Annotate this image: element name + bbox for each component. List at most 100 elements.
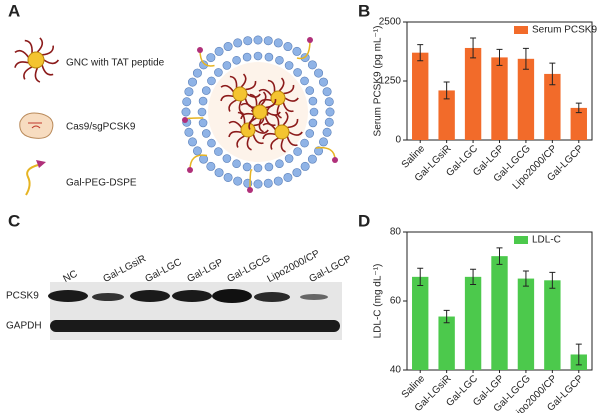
bar	[491, 256, 508, 370]
gal-ligand	[332, 157, 338, 163]
tat-peptide	[280, 138, 286, 153]
lipid-head	[201, 86, 211, 95]
tat-peptide	[267, 79, 276, 92]
tat-peptide	[282, 111, 289, 126]
tat-peptide	[36, 37, 44, 53]
tat-peptide	[258, 118, 264, 133]
lipid-head	[324, 117, 334, 127]
error-bar	[417, 44, 424, 62]
lipid-head	[214, 147, 223, 156]
lipid-head	[318, 137, 328, 147]
y-tick-label: 40	[390, 365, 402, 376]
error-bar	[417, 267, 424, 286]
tat-peptide	[24, 39, 33, 54]
tat-peptide	[266, 111, 281, 116]
tat-peptide	[34, 67, 41, 83]
y-tick-label: 2500	[379, 17, 402, 28]
lipid-head	[305, 129, 315, 138]
lipid-head	[263, 178, 273, 188]
tat-peptide	[258, 98, 272, 106]
tat-peptide	[258, 88, 273, 97]
lipid-head	[181, 107, 191, 117]
tat-peptide	[283, 84, 295, 95]
lipid-head	[300, 161, 310, 171]
bar	[464, 276, 482, 370]
lipid-head	[232, 159, 241, 169]
lipid-head	[233, 176, 243, 186]
tat-peptide	[228, 99, 237, 112]
tat-peptide	[288, 131, 303, 136]
lipid-head	[233, 38, 243, 48]
tat-peptide	[264, 116, 276, 127]
tat-peptide	[238, 100, 244, 115]
lipid-head	[222, 154, 232, 163]
tat-peptide	[220, 84, 235, 93]
bar	[438, 316, 455, 370]
y-axis-label: Serum PCSK9 (pg mL⁻¹)	[373, 26, 384, 137]
gal-ligand	[187, 167, 193, 173]
y-axis-label: LDL-C (mg dL⁻¹)	[373, 264, 384, 339]
panel-letter: A	[8, 1, 20, 20]
lipid-head	[188, 137, 198, 147]
error-bar	[575, 102, 582, 114]
error-bar	[549, 271, 556, 289]
lipid-head	[242, 52, 252, 62]
gold-core	[270, 90, 286, 106]
lipid-head	[223, 172, 233, 182]
lipid-head	[207, 138, 216, 148]
lipid-head	[293, 147, 302, 156]
lipid-head	[201, 129, 211, 138]
tat-peptide	[286, 136, 298, 147]
lipid-head	[253, 35, 263, 45]
error-bar	[549, 62, 556, 86]
bar	[544, 73, 561, 140]
legend-text: Cas9/sgPCSK9	[66, 122, 136, 133]
bar	[412, 276, 429, 370]
lipid-head	[198, 118, 208, 128]
tat-peptide	[228, 130, 242, 138]
lipid-head	[199, 154, 209, 164]
lipid-head	[253, 163, 263, 173]
y-tick-label: 60	[390, 296, 402, 307]
tat-peptide	[220, 94, 234, 102]
lipid-head	[273, 176, 283, 186]
tat-peptide	[265, 98, 277, 109]
legend-text: GNC with TAT peptide	[66, 58, 165, 69]
lipid-head	[253, 179, 263, 189]
error-bar	[575, 343, 582, 366]
gal-ligand	[247, 187, 253, 193]
tat-peptide	[254, 129, 269, 134]
y-tick-label: 80	[390, 227, 402, 238]
gold-core	[240, 122, 256, 138]
bar	[438, 90, 455, 140]
tat-peptide	[246, 136, 252, 151]
bar	[464, 47, 482, 140]
bar	[517, 278, 535, 370]
gal-peg	[296, 39, 311, 60]
tat-peptide	[43, 59, 60, 65]
tat-peptide	[248, 117, 257, 130]
tat-peptide	[228, 120, 243, 129]
lipid-head	[197, 107, 207, 117]
lipid-head	[318, 77, 328, 87]
panel-letter: D	[358, 211, 370, 230]
gold-core	[274, 124, 290, 140]
tat-peptide	[240, 112, 254, 120]
lipid-head	[214, 168, 224, 178]
gal-peg	[249, 169, 253, 191]
lipid-head	[324, 97, 334, 107]
gal-ligand	[182, 117, 188, 123]
tat-peptide	[240, 102, 255, 111]
lipid-head	[309, 107, 319, 117]
lipid-head	[325, 107, 335, 117]
lipid-head	[206, 161, 216, 171]
lipid-head	[214, 46, 224, 56]
error-bar	[522, 270, 529, 287]
lipid-head	[206, 53, 216, 63]
lipid-head	[293, 68, 302, 77]
lipid-head	[232, 55, 241, 65]
legend-label: LDL-C	[532, 235, 561, 246]
error-bar	[470, 268, 477, 285]
gal-ligand	[197, 47, 203, 53]
